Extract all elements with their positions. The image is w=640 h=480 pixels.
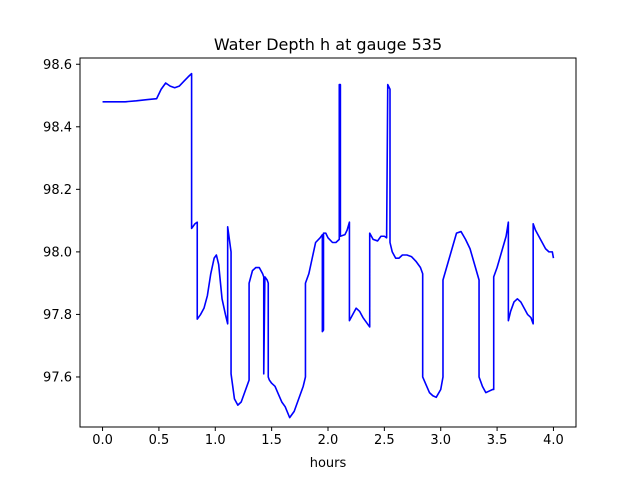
y-tick-label: 98.2 [43,183,72,198]
y-tick-label: 97.8 [43,308,72,323]
x-tick-label: 2.5 [374,433,395,448]
x-tick-label: 3.5 [487,433,508,448]
x-tick-label: 2.0 [318,433,339,448]
y-tick-label: 97.6 [43,370,72,385]
x-axis: 0.0 0.5 1.0 1.5 2.0 2.5 3.0 3.5 4.0 [92,427,564,448]
y-tick-label: 98.4 [43,120,72,135]
plot-frame [79,57,577,428]
chart-title: Water Depth h at gauge 535 [214,35,442,54]
x-tick-label: 0.0 [92,433,113,448]
series-line-1 [102,72,555,419]
x-tick-label: 0.5 [149,433,170,448]
y-tick-label: 98.6 [43,58,72,73]
x-axis-label: hours [310,456,347,471]
x-tick-label: 1.0 [205,433,226,448]
plot-data [102,72,555,419]
y-axis: 97.6 97.8 98.0 98.2 98.4 98.6 [43,58,80,385]
x-tick-label: 3.0 [430,433,451,448]
x-tick-label: 4.0 [543,433,564,448]
y-tick-label: 98.0 [43,245,72,260]
x-tick-label: 1.5 [261,433,282,448]
